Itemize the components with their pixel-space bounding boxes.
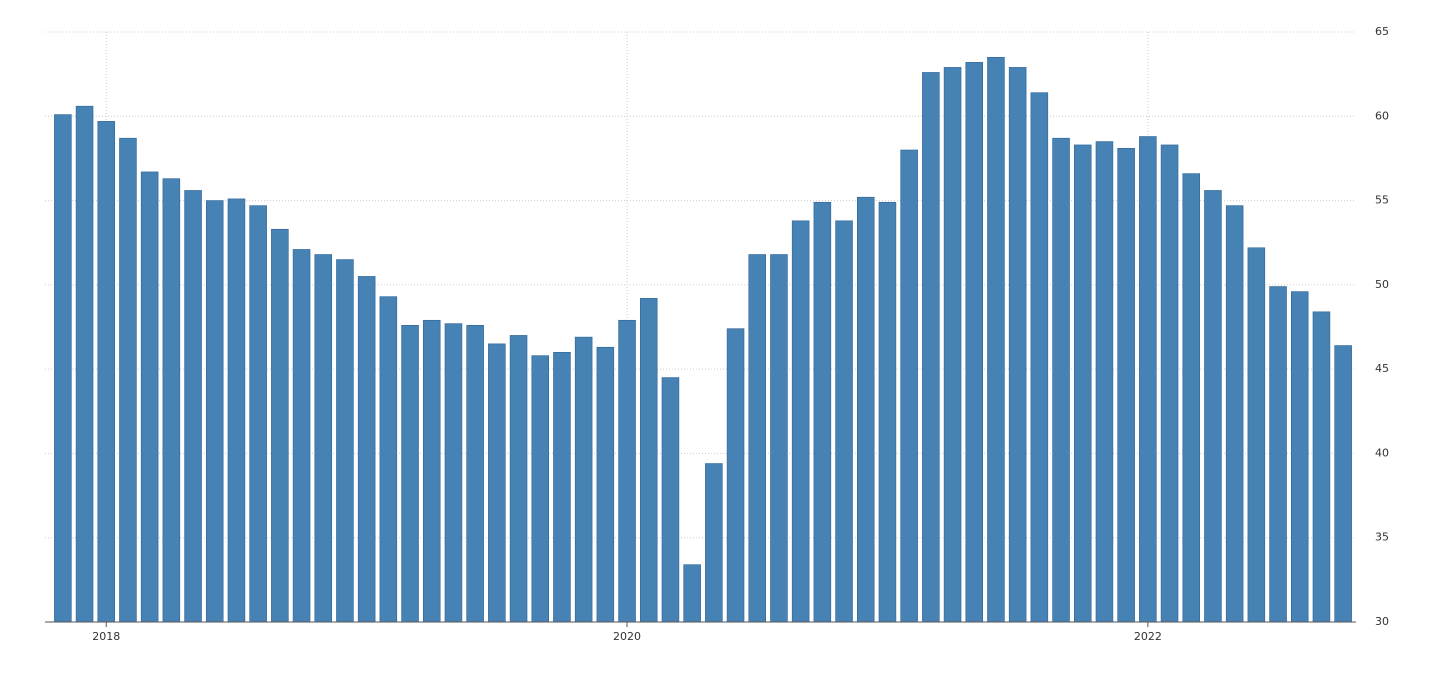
bar	[271, 228, 289, 623]
bar	[184, 190, 202, 623]
bar	[1290, 291, 1309, 623]
bar	[1269, 286, 1287, 623]
bar	[553, 351, 571, 623]
bar	[900, 149, 918, 623]
bar	[119, 137, 137, 623]
y-tick-label: 55	[1375, 194, 1389, 207]
bar	[770, 254, 788, 623]
bar	[292, 249, 311, 623]
bar	[661, 377, 680, 623]
bar	[878, 201, 897, 623]
bar	[791, 220, 810, 623]
bar	[227, 198, 246, 623]
bar	[466, 325, 484, 623]
bar	[162, 178, 181, 623]
bar	[314, 254, 333, 623]
bar	[249, 205, 267, 623]
x-tick-label: 2020	[613, 630, 641, 643]
bar	[75, 105, 94, 623]
y-tick-label: 65	[1375, 25, 1389, 38]
bar	[705, 463, 723, 623]
bar	[639, 298, 658, 623]
bar	[422, 319, 441, 623]
bar	[574, 336, 593, 623]
x-tick-label: 2022	[1134, 630, 1162, 643]
bar	[531, 355, 550, 623]
x-tick-label: 2018	[92, 630, 120, 643]
bar	[1139, 136, 1157, 623]
bar	[140, 171, 159, 623]
bar	[987, 56, 1005, 623]
bar	[618, 319, 636, 623]
bar	[1008, 67, 1027, 623]
bar	[748, 254, 767, 623]
bar	[357, 276, 376, 623]
bar	[1095, 141, 1114, 623]
bar	[1117, 148, 1135, 623]
bar	[1182, 173, 1201, 623]
bar	[856, 196, 875, 623]
bar	[922, 72, 940, 623]
bar	[488, 343, 506, 623]
bar	[1225, 205, 1244, 623]
bar	[1247, 247, 1266, 623]
bar	[444, 323, 463, 623]
bar	[1160, 144, 1179, 623]
bar	[813, 201, 832, 623]
bar	[1073, 144, 1092, 623]
bar	[726, 328, 745, 623]
bar	[97, 121, 116, 623]
y-tick-label: 30	[1375, 615, 1389, 628]
bar	[683, 564, 701, 623]
y-tick-label: 50	[1375, 278, 1389, 291]
bar	[1312, 311, 1331, 623]
bar	[54, 114, 72, 623]
bar	[943, 67, 962, 623]
bar	[509, 335, 528, 623]
bar	[1052, 137, 1070, 623]
bar	[401, 325, 419, 623]
bar	[835, 220, 853, 623]
y-tick-label: 60	[1375, 109, 1389, 122]
bar	[205, 200, 224, 623]
bar	[379, 296, 398, 623]
bar	[596, 346, 615, 623]
bar	[1030, 92, 1049, 623]
y-tick-label: 45	[1375, 362, 1389, 375]
bar	[965, 62, 984, 623]
bar	[1334, 345, 1352, 623]
y-tick-label: 35	[1375, 531, 1389, 544]
bar	[336, 259, 354, 623]
bar	[1204, 190, 1222, 623]
y-tick-label: 40	[1375, 446, 1389, 459]
